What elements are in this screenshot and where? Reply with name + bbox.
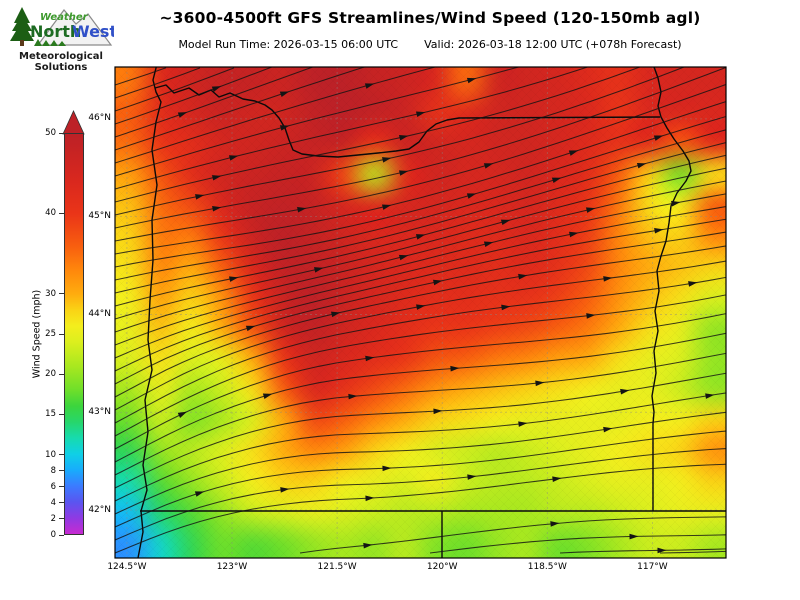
logo: Weather North West Meteorological Soluti… <box>8 3 117 73</box>
subtitle-row: Model Run Time: 2026-03-15 06:00 UTC Val… <box>60 38 800 51</box>
colorbar-tick-label: 20 <box>45 369 56 380</box>
colorbar-tick <box>59 518 64 520</box>
colorbar-tick <box>59 470 64 472</box>
colorbar-tick-label: 25 <box>45 329 56 339</box>
lat-tick-label: 45°N <box>88 211 111 222</box>
model-run-time: Model Run Time: 2026-03-15 06:00 UTC <box>178 38 399 51</box>
lon-tick-label: 118.5°W <box>527 562 567 572</box>
colorbar-tick-label: 8 <box>50 465 56 476</box>
wind-speed-heatmap <box>115 67 726 558</box>
lon-tick-label: 124.5°W <box>107 562 147 572</box>
tree-row-icon <box>34 39 66 46</box>
colorbar-tick-label: 0 <box>50 530 56 540</box>
logo-west-text: West <box>72 22 114 41</box>
colorbar-tick-label: 30 <box>45 288 56 299</box>
logo-subtitle-line2: Solutions <box>34 62 88 73</box>
colorbar-tick <box>59 333 64 335</box>
colorbar-tick-label: 2 <box>50 513 56 524</box>
lon-tick-label: 117°W <box>637 562 668 572</box>
mountain-icon <box>36 9 113 46</box>
lon-tick-label: 123°W <box>216 562 248 572</box>
logo-north-text: North <box>30 22 81 41</box>
colorbar-tick <box>59 534 64 536</box>
colorbar-tick <box>59 486 64 488</box>
lat-tick-label: 44°N <box>88 308 111 319</box>
colorbar <box>64 133 84 535</box>
logo-graphic: Weather North West <box>10 7 117 46</box>
colorbar-tick-label: 6 <box>50 481 56 492</box>
lon-tick-label: 121.5°W <box>317 562 357 572</box>
page-title: ~3600-4500ft GFS Streamlines/Wind Speed … <box>159 9 701 27</box>
colorbar-tick <box>59 293 64 295</box>
logo-weather-text: Weather <box>40 12 89 23</box>
colorbar-tick-label: 4 <box>50 497 56 508</box>
lat-tick-label: 42°N <box>88 504 111 515</box>
colorbar-tick <box>59 413 64 415</box>
colorbar-tick-label: 40 <box>45 208 56 219</box>
colorbar-tick <box>59 502 64 504</box>
colorbar-tick-label: 15 <box>45 409 56 420</box>
lon-tick-label: 120°W <box>426 562 458 572</box>
tree-icon <box>10 7 34 46</box>
valid-time: Valid: 2026-03-18 12:00 UTC (+078h Forec… <box>424 38 682 51</box>
lat-tick-label: 43°N <box>88 406 111 417</box>
colorbar-tick <box>59 132 64 134</box>
colorbar-tick-label: 10 <box>45 449 56 460</box>
colorbar-tick-label: 50 <box>45 128 56 138</box>
logo-subtitle-line1: Meteorological <box>19 51 103 62</box>
lat-tick-label: 46°N <box>88 113 111 124</box>
colorbar-tick <box>59 454 64 456</box>
colorbar-tick <box>59 212 64 214</box>
colorbar-tick <box>59 373 64 375</box>
